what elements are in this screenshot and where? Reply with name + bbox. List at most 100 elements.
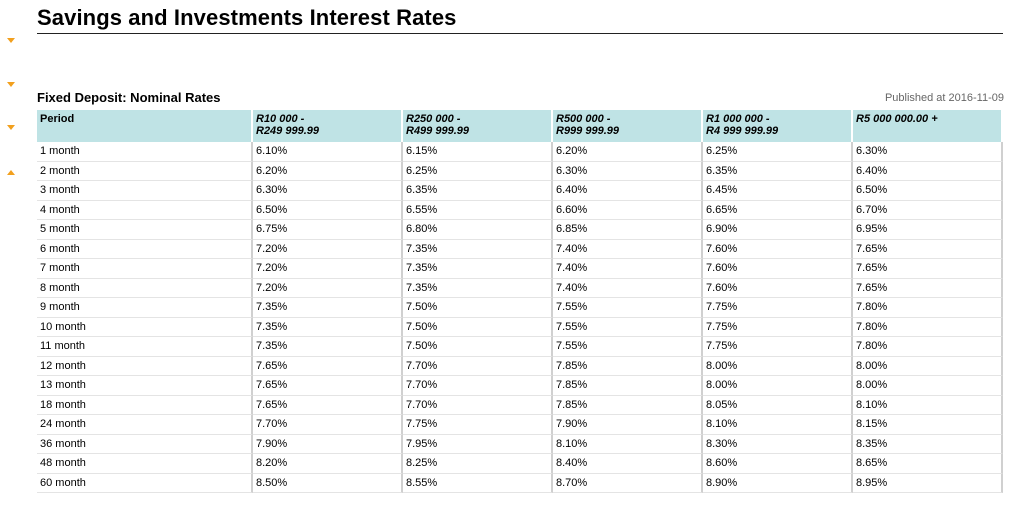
rate-cell: 6.35% [403,181,553,201]
rate-cell: 7.90% [553,415,703,435]
rate-cell: 8.10% [703,415,853,435]
collapse-arrow-icon[interactable] [7,38,15,43]
rate-cell: 7.20% [253,239,403,259]
rate-cell: 8.00% [703,376,853,396]
period-cell: 13 month [37,376,253,396]
column-header-label: R499 999.99 [406,125,469,137]
rate-cell: 6.60% [553,200,703,220]
rate-cell: 8.00% [853,356,1003,376]
column-header-tier: R5 000 000.00 + [853,110,1003,142]
rate-cell: 7.55% [553,298,703,318]
rate-cell: 8.70% [553,473,703,493]
rate-cell: 7.40% [553,259,703,279]
period-cell: 9 month [37,298,253,318]
column-header-tier: R500 000 - R999 999.99 [553,110,703,142]
rate-cell: 7.35% [253,298,403,318]
column-header-tier: R10 000 - R249 999.99 [253,110,403,142]
rate-cell: 6.30% [553,161,703,181]
rate-cell: 6.45% [703,181,853,201]
rate-cell: 7.65% [253,356,403,376]
rate-cell: 7.60% [703,239,853,259]
rate-cell: 8.40% [553,454,703,474]
table-row: 60 month 8.50% 8.55% 8.70% 8.90% 8.95% [37,473,1003,493]
rate-cell: 8.10% [553,434,703,454]
rate-cell: 6.40% [553,181,703,201]
period-cell: 8 month [37,278,253,298]
rate-cell: 7.75% [703,298,853,318]
column-header-label: R4 999 999.99 [706,125,779,137]
period-cell: 3 month [37,181,253,201]
table-row: 36 month 7.90% 7.95% 8.10% 8.30% 8.35% [37,434,1003,454]
rate-cell: 7.65% [853,259,1003,279]
rate-cell: 7.65% [253,376,403,396]
rate-cell: 6.90% [703,220,853,240]
column-header-label: R249 999.99 [256,125,319,137]
rate-cell: 8.00% [703,356,853,376]
table-row: 5 month 6.75% 6.80% 6.85% 6.90% 6.95% [37,220,1003,240]
rate-cell: 6.85% [553,220,703,240]
period-cell: 5 month [37,220,253,240]
rate-cell: 8.35% [853,434,1003,454]
rate-cell: 6.35% [703,161,853,181]
rate-cell: 7.90% [253,434,403,454]
rate-cell: 7.70% [403,376,553,396]
column-header-label: R1 000 000 - [706,113,770,125]
period-cell: 24 month [37,415,253,435]
rate-cell: 7.85% [553,395,703,415]
period-cell: 7 month [37,259,253,279]
rate-cell: 7.50% [403,317,553,337]
table-row: 18 month 7.65% 7.70% 7.85% 8.05% 8.10% [37,395,1003,415]
rate-cell: 6.25% [403,161,553,181]
rate-cell: 7.35% [403,259,553,279]
table-row: 7 month 7.20% 7.35% 7.40% 7.60% 7.65% [37,259,1003,279]
rate-cell: 6.75% [253,220,403,240]
rate-cell: 7.60% [703,259,853,279]
rate-cell: 6.70% [853,200,1003,220]
table-row: 24 month 7.70% 7.75% 7.90% 8.10% 8.15% [37,415,1003,435]
rate-cell: 6.30% [253,181,403,201]
rate-cell: 7.70% [253,415,403,435]
table-body: 1 month 6.10% 6.15% 6.20% 6.25% 6.30% 2 month 6… [37,142,1003,493]
rate-cell: 7.35% [403,278,553,298]
collapse-arrow-icon[interactable] [7,82,15,87]
column-header-tier: R250 000 - R499 999.99 [403,110,553,142]
rate-cell: 8.10% [853,395,1003,415]
rate-cell: 6.10% [253,142,403,162]
rate-cell: 6.65% [703,200,853,220]
rate-cell: 7.80% [853,317,1003,337]
published-date: Published at 2016-11-09 [884,92,1004,104]
rate-cell: 7.65% [853,278,1003,298]
rate-cell: 6.40% [853,161,1003,181]
rate-cell: 7.85% [553,376,703,396]
rate-cell: 6.20% [553,142,703,162]
rate-cell: 8.65% [853,454,1003,474]
table-row: 9 month 7.35% 7.50% 7.55% 7.75% 7.80% [37,298,1003,318]
table-row: 48 month 8.20% 8.25% 8.40% 8.60% 8.65% [37,454,1003,474]
rate-cell: 7.75% [703,317,853,337]
table-row: 2 month 6.20% 6.25% 6.30% 6.35% 6.40% [37,161,1003,181]
rate-cell: 8.00% [853,376,1003,396]
rate-cell: 7.20% [253,278,403,298]
rate-cell: 8.25% [403,454,553,474]
rate-cell: 8.05% [703,395,853,415]
column-header-period: Period [37,110,253,142]
rate-cell: 7.80% [853,298,1003,318]
rate-cell: 6.15% [403,142,553,162]
expand-arrow-icon[interactable] [7,170,15,175]
collapse-arrow-icon[interactable] [7,125,15,130]
rate-cell: 7.50% [403,298,553,318]
table-header-row: Period R10 000 - R249 999.99 R250 000 - R499… [37,110,1003,142]
rate-cell: 7.75% [703,337,853,357]
rate-cell: 6.95% [853,220,1003,240]
rate-cell: 7.55% [553,317,703,337]
period-cell: 36 month [37,434,253,454]
column-header-label: Period [40,113,75,125]
period-cell: 18 month [37,395,253,415]
rates-table: Period R10 000 - R249 999.99 R250 000 - R499… [37,110,1003,493]
column-header-tier: R1 000 000 - R4 999 999.99 [703,110,853,142]
period-cell: 2 month [37,161,253,181]
period-cell: 10 month [37,317,253,337]
table-row: 11 month 7.35% 7.50% 7.55% 7.75% 7.80% [37,337,1003,357]
column-header-label: R250 000 - [406,113,461,125]
column-header-label: R5 000 000.00 + [856,113,938,125]
